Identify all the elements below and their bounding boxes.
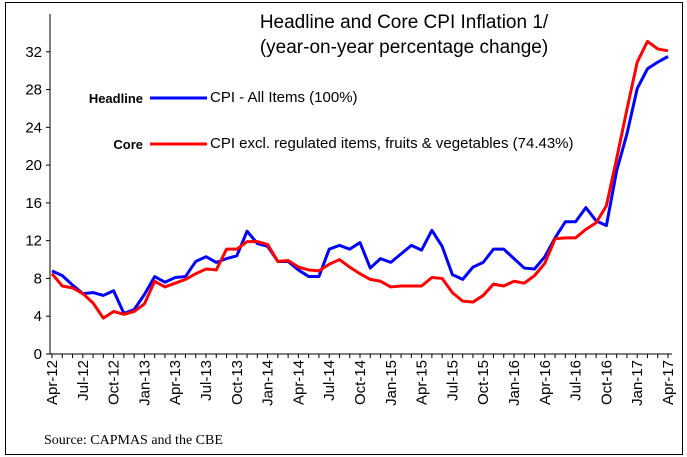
source-note: Source: CAPMAS and the CBE — [44, 433, 223, 448]
x-tick-label: Jul-15 — [444, 360, 461, 401]
x-tick-label: Jan-13 — [136, 360, 153, 406]
y-tick-label: 16 — [25, 195, 42, 212]
x-tick-label: Apr-17 — [660, 360, 677, 405]
x-tick-label: Jul-14 — [321, 360, 338, 401]
x-tick-label: Apr-13 — [167, 360, 184, 405]
legend-text: CPI excl. regulated items, fruits & vege… — [210, 135, 574, 152]
y-tick-label: 32 — [25, 44, 42, 61]
x-tick-label: Jan-15 — [383, 360, 400, 406]
x-tick-label: Jan-14 — [260, 360, 277, 406]
series-line — [51, 55, 669, 315]
x-tick-label: Apr-12 — [44, 360, 61, 405]
y-tick-label: 0 — [34, 346, 42, 363]
x-tick-label: Oct-15 — [475, 360, 492, 405]
x-tick-label: Jul-16 — [568, 360, 585, 401]
x-tick-label: Jul-13 — [198, 360, 215, 401]
y-tick-label: 20 — [25, 157, 42, 174]
x-tick-label: Oct-16 — [598, 360, 615, 405]
y-tick-label: 4 — [34, 308, 42, 325]
frame — [5, 2, 683, 455]
y-tick-label: 12 — [25, 233, 42, 250]
x-tick-label: Jan-16 — [506, 360, 523, 406]
x-tick-label: Oct-14 — [352, 360, 369, 405]
x-tick-label: Jan-17 — [629, 360, 646, 406]
x-tick-label: Oct-13 — [229, 360, 246, 405]
y-tick-label: 28 — [25, 82, 42, 99]
chart-title: Headline and Core CPI Inflation 1/ — [260, 12, 549, 33]
x-tick-label: Jul-12 — [75, 360, 92, 401]
x-tick-label: Oct-12 — [106, 360, 123, 405]
y-tick-label: 24 — [25, 119, 42, 136]
y-tick-label: 8 — [34, 270, 42, 287]
legend-label: Headline — [89, 91, 143, 106]
x-tick-label: Apr-15 — [414, 360, 431, 405]
legend-text: CPI - All Items (100%) — [210, 89, 358, 106]
x-tick-label: Apr-16 — [537, 360, 554, 405]
chart-subtitle: (year-on-year percentage change) — [260, 37, 548, 58]
series-line — [50, 39, 669, 320]
x-tick-label: Apr-14 — [290, 360, 307, 405]
legend-label: Core — [113, 137, 143, 152]
